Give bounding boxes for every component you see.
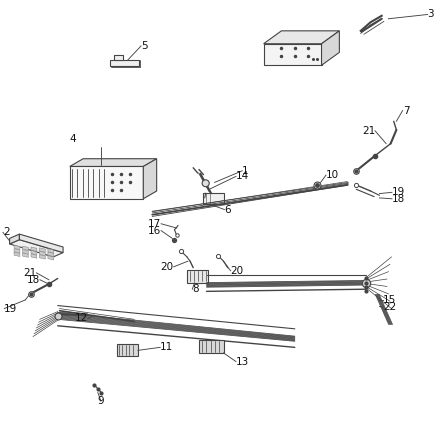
Text: 2: 2 [3, 227, 9, 237]
Text: 14: 14 [236, 172, 249, 181]
Polygon shape [264, 31, 339, 44]
Polygon shape [48, 256, 54, 260]
Polygon shape [187, 270, 208, 283]
Text: 10: 10 [326, 170, 339, 180]
Text: 9: 9 [97, 396, 104, 406]
Polygon shape [31, 251, 37, 255]
Text: 18: 18 [392, 194, 405, 204]
Polygon shape [143, 159, 156, 199]
Polygon shape [70, 159, 156, 166]
Polygon shape [39, 255, 45, 259]
Text: 4: 4 [70, 134, 76, 144]
Polygon shape [14, 249, 20, 253]
Polygon shape [70, 166, 143, 199]
Polygon shape [110, 60, 139, 66]
Text: 5: 5 [141, 41, 148, 51]
Polygon shape [48, 249, 54, 253]
Text: 15: 15 [383, 295, 396, 305]
Polygon shape [321, 31, 339, 65]
Polygon shape [14, 245, 20, 250]
Text: 20: 20 [231, 266, 244, 276]
Text: 8: 8 [192, 284, 199, 294]
Polygon shape [114, 55, 123, 60]
Polygon shape [19, 234, 63, 253]
Circle shape [202, 180, 209, 187]
Polygon shape [22, 253, 28, 257]
Text: 17: 17 [148, 219, 161, 229]
Polygon shape [9, 234, 19, 244]
Polygon shape [9, 240, 63, 257]
Polygon shape [31, 247, 37, 251]
Text: 19: 19 [392, 187, 405, 197]
Text: 3: 3 [428, 10, 434, 19]
Polygon shape [117, 344, 138, 356]
Text: 6: 6 [224, 204, 231, 215]
Text: 21: 21 [362, 126, 375, 136]
Text: 22: 22 [383, 302, 396, 312]
Text: 19: 19 [4, 304, 17, 314]
Polygon shape [22, 246, 28, 251]
Text: 1: 1 [242, 166, 249, 176]
Text: 13: 13 [236, 356, 249, 366]
Polygon shape [39, 248, 45, 252]
Polygon shape [22, 250, 28, 254]
Text: 20: 20 [160, 262, 173, 272]
Text: 7: 7 [403, 105, 409, 115]
Polygon shape [264, 44, 321, 65]
Polygon shape [48, 252, 54, 257]
Polygon shape [31, 254, 37, 258]
Text: 12: 12 [75, 314, 88, 324]
Text: 11: 11 [160, 342, 173, 353]
Text: 21: 21 [23, 268, 36, 278]
Polygon shape [39, 251, 45, 256]
Polygon shape [199, 340, 224, 353]
Polygon shape [203, 193, 224, 204]
Polygon shape [14, 252, 20, 257]
Text: 16: 16 [148, 226, 161, 235]
Text: 18: 18 [27, 275, 40, 285]
